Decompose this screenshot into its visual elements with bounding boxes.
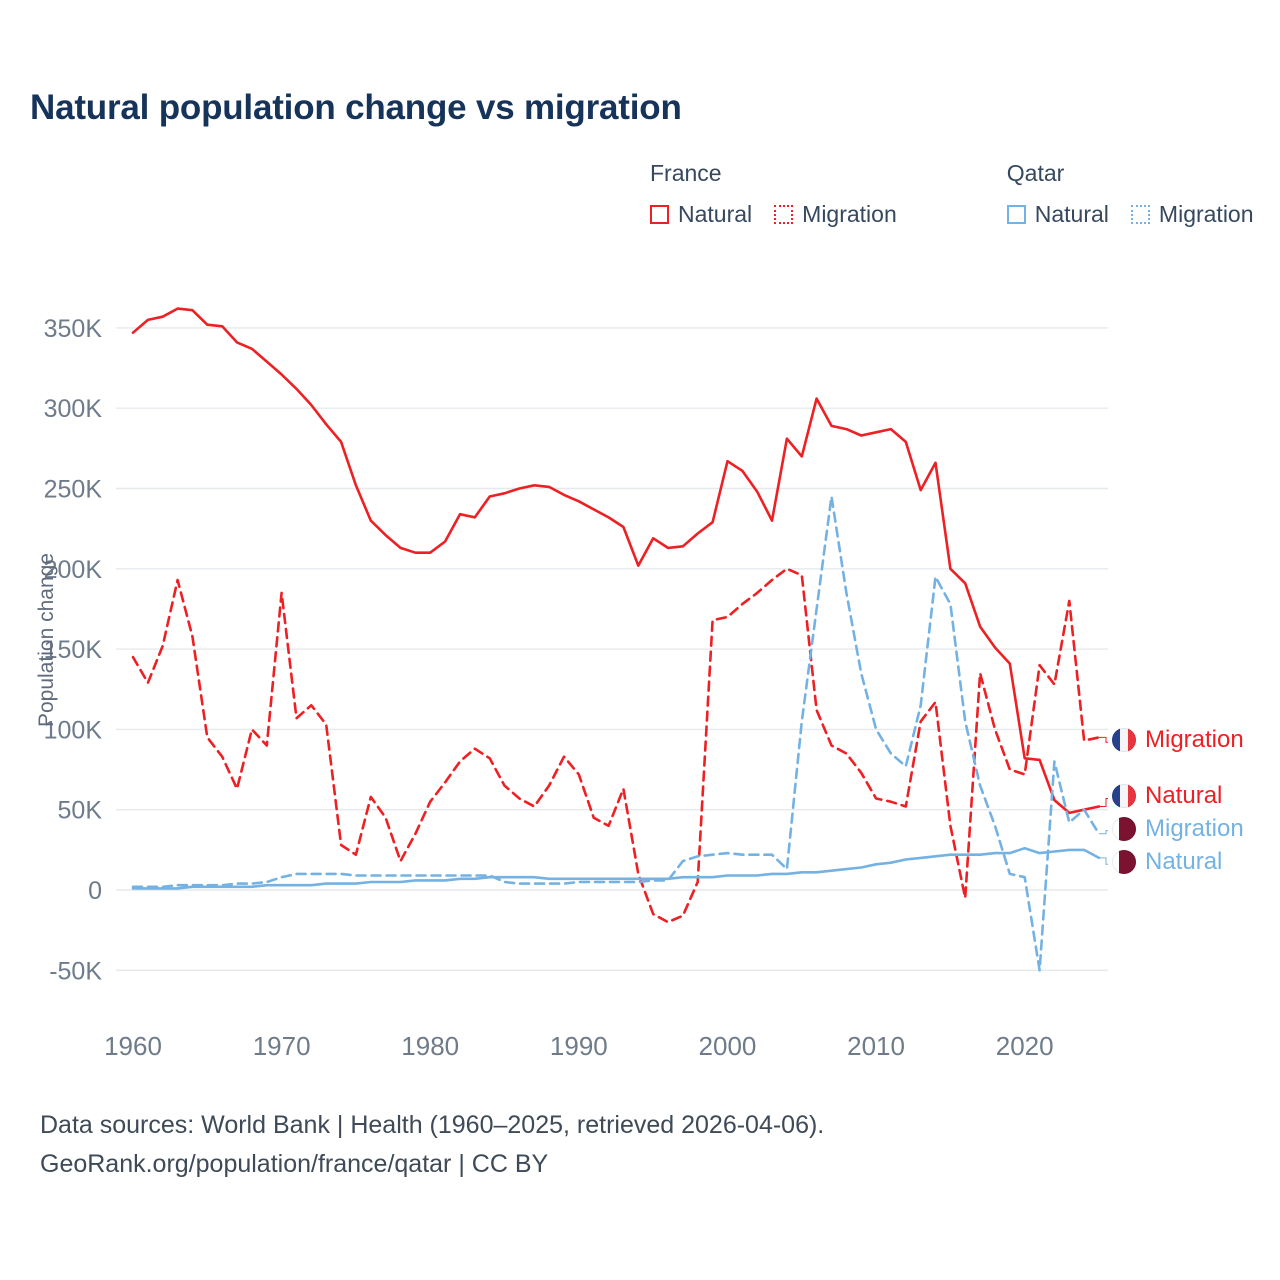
legend-swatch-qatar-natural-icon — [1006, 205, 1026, 224]
legend-label-france-natural: Natural — [678, 201, 753, 227]
x-tick-label: 1990 — [550, 1031, 608, 1061]
y-tick-label: 0 — [88, 877, 102, 905]
series-endpoint-label-qatar-natural: Natural — [1112, 848, 1222, 876]
series-endpoint-label-france-natural: Natural — [1112, 782, 1222, 810]
series-endpoint-text: Migration — [1145, 726, 1244, 754]
y-tick-label: 150K — [44, 636, 103, 664]
legend-swatch-qatar-migration-icon — [1130, 205, 1150, 224]
series-line-qatar-natural — [131, 846, 1101, 890]
x-tick-label: 2000 — [699, 1031, 757, 1061]
y-axis-title: Population change — [35, 553, 58, 727]
legend: France Natural Migration Qatar Natural — [650, 160, 1254, 228]
qatar-flag-icon — [1112, 816, 1136, 841]
qatar-flag-icon — [1112, 850, 1136, 875]
legend-item-qatar-natural: Natural — [1006, 201, 1109, 228]
legend-label-france-migration: Migration — [802, 201, 897, 227]
attribution-line: GeoRank.org/population/france/qatar | CC… — [40, 1150, 549, 1178]
legend-group-qatar: Qatar Natural Migration — [1006, 160, 1254, 228]
legend-label-qatar-migration: Migration — [1158, 201, 1254, 227]
leader-line-qatar-natural — [1099, 857, 1108, 865]
y-tick-label: 250K — [44, 476, 103, 504]
series-line-france-natural — [131, 307, 1101, 815]
legend-item-qatar-migration: Migration — [1130, 201, 1254, 228]
legend-item-france-migration: Migration — [774, 201, 897, 228]
legend-item-france-natural: Natural — [650, 201, 752, 228]
leader-line-qatar-migration — [1099, 830, 1108, 835]
series-line-qatar-migration — [131, 495, 1101, 972]
legend-country-qatar: Qatar — [1006, 160, 1065, 186]
legend-swatch-france-migration-icon — [774, 205, 794, 224]
series-endpoint-label-france-migration: Migration — [1112, 726, 1244, 754]
leader-line-france-migration — [1099, 736, 1108, 743]
x-tick-label: 1960 — [104, 1031, 162, 1061]
legend-group-france: France Natural Migration — [650, 160, 897, 228]
legend-label-qatar-natural: Natural — [1034, 201, 1109, 227]
x-tick-label: 1980 — [401, 1031, 459, 1061]
y-tick-label: 50K — [58, 797, 103, 825]
leader-line-france-natural — [1099, 797, 1108, 807]
x-tick-label: 2020 — [996, 1031, 1054, 1061]
y-tick-label: -50K — [49, 957, 102, 985]
series-endpoint-text: Natural — [1145, 782, 1223, 810]
series-endpoint-text: Migration — [1145, 814, 1244, 842]
footer: Data sources: World Bank | Health (1960–… — [40, 1106, 824, 1184]
y-tick-label: 300K — [44, 395, 103, 423]
series-endpoint-label-qatar-migration: Migration — [1112, 815, 1244, 843]
series-line-france-migration — [131, 567, 1101, 924]
legend-swatch-france-natural-icon — [650, 205, 669, 224]
x-tick-label: 2010 — [847, 1031, 905, 1061]
y-tick-label: 200K — [44, 556, 103, 584]
y-tick-label: 100K — [44, 716, 103, 744]
france-flag-icon — [1112, 784, 1136, 809]
y-tick-label: 350K — [44, 315, 103, 343]
page-title: Natural population change vs migration — [30, 88, 682, 127]
series-endpoint-text: Natural — [1145, 848, 1223, 876]
data-sources-line: Data sources: World Bank | Health (1960–… — [40, 1111, 825, 1139]
france-flag-icon — [1112, 728, 1136, 753]
legend-country-france: France — [650, 160, 722, 186]
x-tick-label: 1970 — [253, 1031, 311, 1061]
